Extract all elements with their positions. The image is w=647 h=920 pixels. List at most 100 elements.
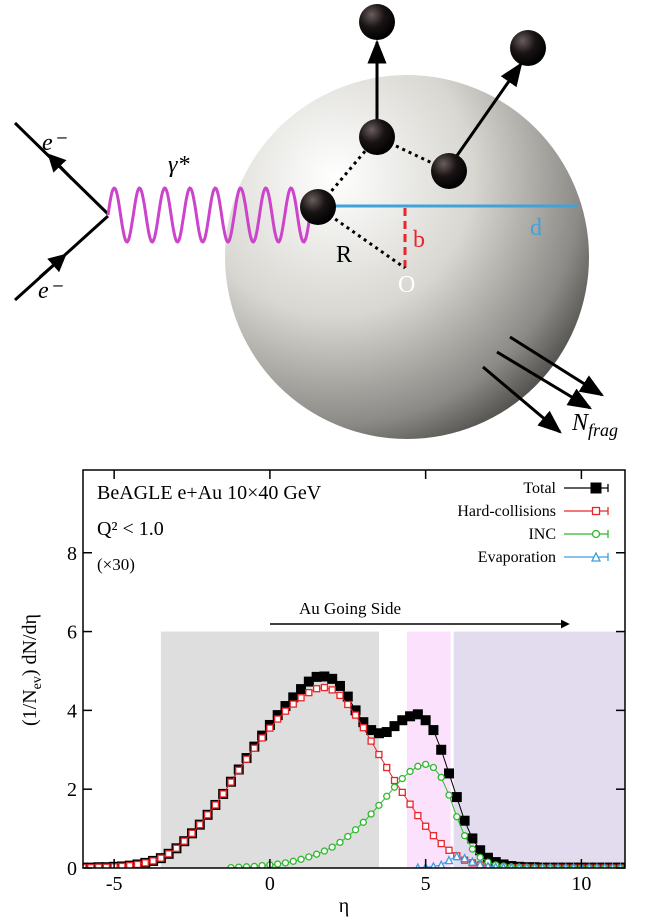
marker [383,763,391,772]
marker [366,725,377,736]
marker [250,862,258,868]
marker [375,750,383,759]
marker [359,724,367,732]
marker [281,859,290,867]
marker [445,791,453,799]
nucleus [225,75,589,439]
marker [381,727,392,738]
marker [484,861,492,868]
diagram: e⁻ e⁻ γ* R b d O Nfrag [13,4,618,440]
x-axis-label: η [339,895,349,917]
y-tick-label: 0 [67,858,77,880]
marker [149,857,157,865]
marker [414,811,422,820]
marker [157,854,165,862]
marker [342,691,353,702]
marker [467,856,477,866]
marker [397,715,408,726]
fragment-arrow [496,350,593,410]
y-tick-label: 4 [67,700,77,722]
marker [437,859,446,868]
marker [165,850,173,858]
marker [405,711,416,722]
annotation: Au Going Side [299,599,401,618]
marker [390,783,399,791]
marker [94,863,103,868]
marker [203,811,212,819]
electron-arrow [39,253,67,279]
distance-label: d [530,215,542,241]
marker [289,700,297,708]
legend-label: Total [523,480,556,497]
marker [390,776,399,785]
marker [344,832,352,841]
marker [141,859,149,867]
marker [280,701,291,712]
marker [428,725,439,736]
marker [281,707,290,715]
marker [445,846,453,854]
impact-label: b [413,227,425,253]
x-tick-label: 0 [265,873,275,895]
marker [437,839,445,848]
axes-frame [82,469,626,869]
radius-label: R [336,242,352,268]
electron-label: e⁻ [38,278,64,304]
marker [188,829,196,837]
marker [196,821,204,829]
y-label-main: (1/N [19,689,41,726]
marker [591,506,601,516]
marker [500,862,507,868]
marker [389,721,400,732]
x-tick-label: 10 [571,873,591,895]
marker [297,694,305,702]
x-tick-label: -5 [106,873,123,895]
marker [421,822,430,830]
marker [460,853,470,863]
marker [383,792,391,800]
marker [227,778,235,786]
marker [351,711,360,719]
photon-label: γ* [168,152,189,178]
marker [319,671,330,682]
marker [126,861,134,868]
marker [358,717,369,728]
marker [328,843,336,851]
electron-label: e⁻ [42,130,68,156]
marker [344,700,352,709]
marker [350,705,361,716]
marker [420,715,431,726]
marker [258,734,266,742]
legend-label: INC [528,526,556,543]
marker [359,818,367,826]
marker [476,853,484,862]
marker [429,763,438,772]
origin-label: O [398,272,415,298]
marker [305,853,313,861]
marker [336,838,344,847]
marker [327,673,338,684]
nucleon [359,4,395,40]
marker [591,529,601,539]
marker [437,773,445,782]
marker [375,801,383,809]
fragment-label-sub: frag [588,420,618,440]
marker [453,813,461,821]
marker [482,852,493,863]
marker [266,724,274,732]
marker [258,861,266,868]
plot-text: (×30) [97,555,135,574]
marker [367,737,375,745]
marker [398,774,406,783]
marker [118,862,126,868]
marker [373,728,384,739]
electron-arrow [47,153,74,181]
y-tick-label: 2 [67,779,77,801]
marker [311,671,322,682]
marker [430,861,437,868]
marker [467,833,478,844]
marker [272,710,283,721]
marker [242,863,251,868]
marker [288,692,299,703]
